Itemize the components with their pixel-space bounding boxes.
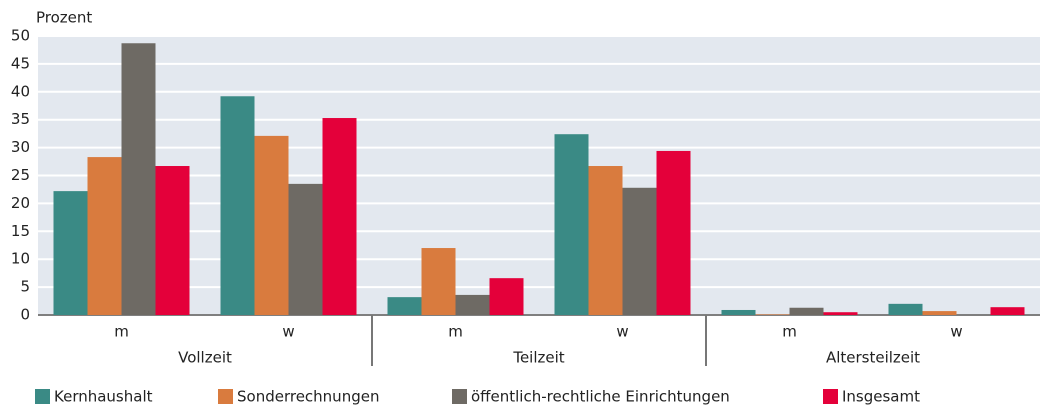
bar <box>755 314 790 315</box>
bar <box>155 166 190 315</box>
legend-swatch <box>35 389 50 404</box>
y-tick-label: 0 <box>20 306 30 324</box>
y-tick-label: 30 <box>11 138 30 156</box>
y-tick-label: 45 <box>11 54 30 72</box>
bar <box>121 43 156 316</box>
bar <box>387 297 422 315</box>
legend-swatch <box>823 389 838 404</box>
legend-swatch <box>218 389 233 404</box>
y-tick-label: 5 <box>20 278 30 296</box>
legend-swatch <box>452 389 467 404</box>
bar <box>823 312 858 315</box>
x-tick-label: m <box>114 323 129 341</box>
bar <box>656 150 691 315</box>
legend-label: öffentlich-rechtliche Einrichtungen <box>471 388 730 406</box>
y-axis-label: Prozent <box>36 9 92 27</box>
x-tick-label: m <box>782 323 797 341</box>
bar <box>421 248 456 315</box>
group-label: Vollzeit <box>178 349 232 367</box>
bar <box>721 309 756 315</box>
bar <box>554 134 589 315</box>
bar <box>789 307 824 315</box>
x-tick-label: m <box>448 323 463 341</box>
y-tick-label: 25 <box>11 166 30 184</box>
bar <box>87 157 122 315</box>
bar <box>622 187 657 315</box>
x-tick-label: w <box>282 323 294 341</box>
bar <box>588 166 623 315</box>
group-label: Teilzeit <box>512 349 564 367</box>
y-tick-label: 20 <box>11 194 30 212</box>
bar <box>254 135 289 315</box>
y-tick-label: 40 <box>11 82 30 100</box>
y-tick-label: 10 <box>11 250 30 268</box>
bar <box>53 191 88 315</box>
legend-label: Sonderrechnungen <box>237 388 379 406</box>
x-tick-label: w <box>950 323 962 341</box>
legend-label: Kernhaushalt <box>54 388 153 406</box>
y-tick-label: 50 <box>11 27 30 45</box>
legend-label: Insgesamt <box>842 388 920 406</box>
bar <box>455 294 490 315</box>
bar <box>489 278 524 315</box>
bar <box>922 311 957 315</box>
bar <box>288 183 323 315</box>
bar <box>990 307 1025 315</box>
bar <box>888 303 923 315</box>
bar <box>220 96 255 315</box>
y-tick-label: 15 <box>11 222 30 240</box>
bar <box>322 118 357 315</box>
y-tick-label: 35 <box>11 110 30 128</box>
x-tick-label: w <box>616 323 628 341</box>
group-label: Altersteilzeit <box>826 349 920 367</box>
